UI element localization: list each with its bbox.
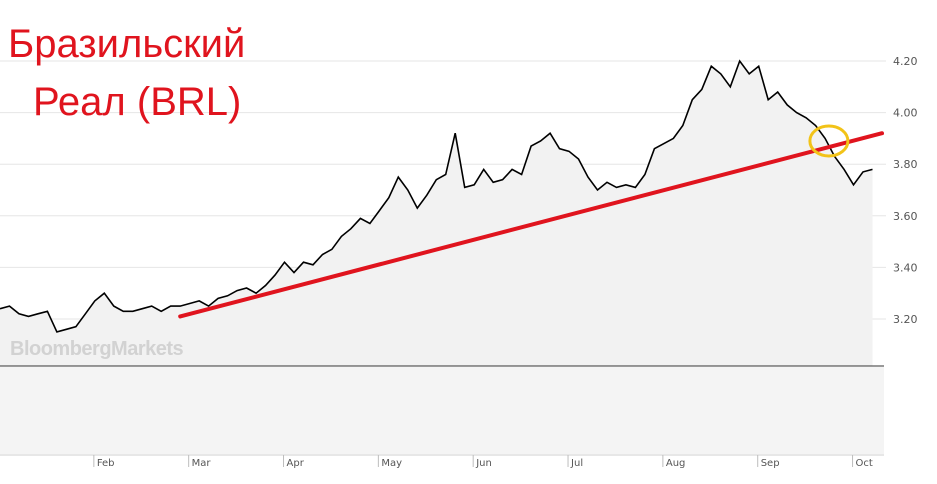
y-tick-label: 3.20 — [893, 313, 918, 326]
x-tick-label: Oct — [856, 458, 873, 469]
y-axis-ticks: 3.20 3.40 3.60 3.80 4.00 4.20 — [893, 55, 918, 326]
watermark: BloombergMarkets — [10, 338, 184, 360]
x-tick-label: Aug — [666, 458, 686, 469]
y-tick-label: 3.40 — [893, 261, 918, 274]
x-tick-label: Apr — [287, 458, 305, 469]
x-tick-label: Mar — [192, 458, 212, 469]
x-tick-label: Sep — [761, 458, 780, 469]
lower-panel — [0, 367, 884, 454]
y-tick-label: 4.00 — [893, 107, 918, 120]
y-tick-label: 3.80 — [893, 158, 918, 171]
highlight-circle — [808, 124, 850, 158]
x-tick-label: May — [381, 458, 402, 469]
price-area-fill — [0, 61, 873, 366]
x-tick-label: Jun — [475, 458, 492, 469]
chart-title-line-2: Реал (BRL) — [33, 80, 242, 124]
price-series-line — [0, 59, 873, 333]
x-tick-label: Feb — [97, 458, 115, 469]
trend-line — [178, 131, 884, 319]
y-tick-label: 4.20 — [893, 55, 918, 68]
x-axis-ticks: Feb Mar Apr May Jun Jul Aug Sep Oct — [93, 455, 873, 469]
x-tick-label: Jul — [570, 458, 583, 469]
y-tick-label: 3.60 — [893, 210, 918, 223]
chart-title-line-1: Бразильский — [8, 22, 246, 66]
